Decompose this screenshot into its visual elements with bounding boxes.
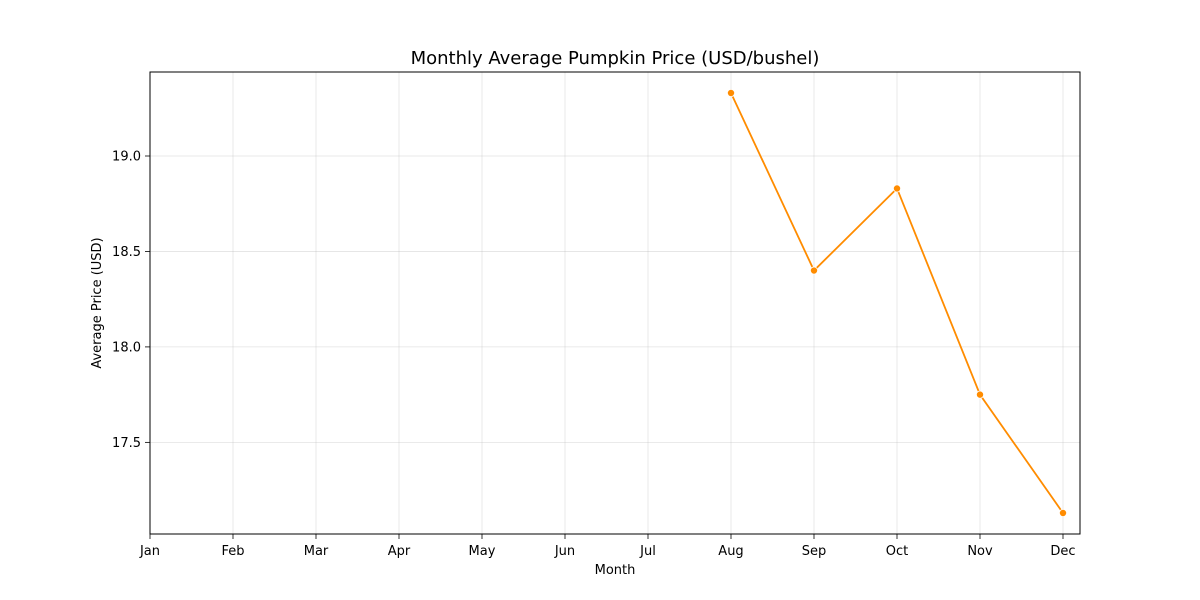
y-tick-label: 18.5 <box>112 245 141 260</box>
y-tick-label: 19.0 <box>112 150 141 165</box>
y-axis: 17.5 18.0 18.5 19.0 <box>112 150 150 451</box>
x-tick-label: Dec <box>1050 544 1075 559</box>
x-tick-label: Oct <box>886 544 908 559</box>
y-axis-label: Average Price (USD) <box>90 237 105 368</box>
x-tick-label: Sep <box>802 544 827 559</box>
x-axis: Jan Feb Mar Apr May Jun Jul Aug Sep Oct Nov Dec <box>139 534 1076 559</box>
x-tick-label: Mar <box>304 544 329 559</box>
data-point <box>976 390 985 399</box>
x-tick-label: May <box>469 544 496 559</box>
grid-lines <box>149 72 1080 534</box>
x-tick-label: Apr <box>388 544 411 559</box>
x-tick-label: Aug <box>718 544 743 559</box>
data-point <box>810 266 819 275</box>
plot-frame <box>149 71 1081 535</box>
series-layer <box>727 89 1068 517</box>
data-point <box>1059 508 1068 517</box>
data-point <box>893 184 902 193</box>
x-tick-label: Jan <box>139 544 160 559</box>
chart-title: Monthly Average Pumpkin Price (USD/bushe… <box>411 48 820 69</box>
data-point <box>727 89 736 98</box>
x-axis-label: Month <box>595 563 636 578</box>
x-tick-label: Jun <box>554 544 575 559</box>
y-tick-label: 17.5 <box>112 436 141 451</box>
x-tick-label: Nov <box>967 544 993 559</box>
y-tick-label: 18.0 <box>112 340 141 355</box>
x-tick-label: Jul <box>639 544 656 559</box>
x-tick-label: Feb <box>221 544 244 559</box>
